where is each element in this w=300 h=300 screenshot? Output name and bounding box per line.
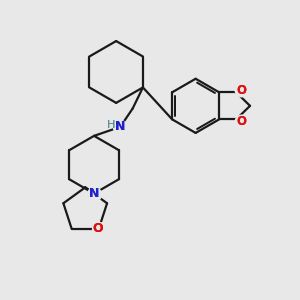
Text: O: O (236, 115, 247, 128)
Text: O: O (93, 222, 104, 236)
Text: O: O (236, 115, 247, 128)
Text: N: N (115, 120, 125, 134)
Text: H: H (106, 120, 115, 130)
Text: N: N (89, 187, 99, 200)
Text: N: N (115, 120, 125, 134)
Text: O: O (236, 84, 247, 97)
Text: H: H (106, 120, 115, 130)
Text: O: O (93, 222, 104, 236)
Text: N: N (89, 187, 99, 200)
Text: O: O (236, 84, 247, 97)
